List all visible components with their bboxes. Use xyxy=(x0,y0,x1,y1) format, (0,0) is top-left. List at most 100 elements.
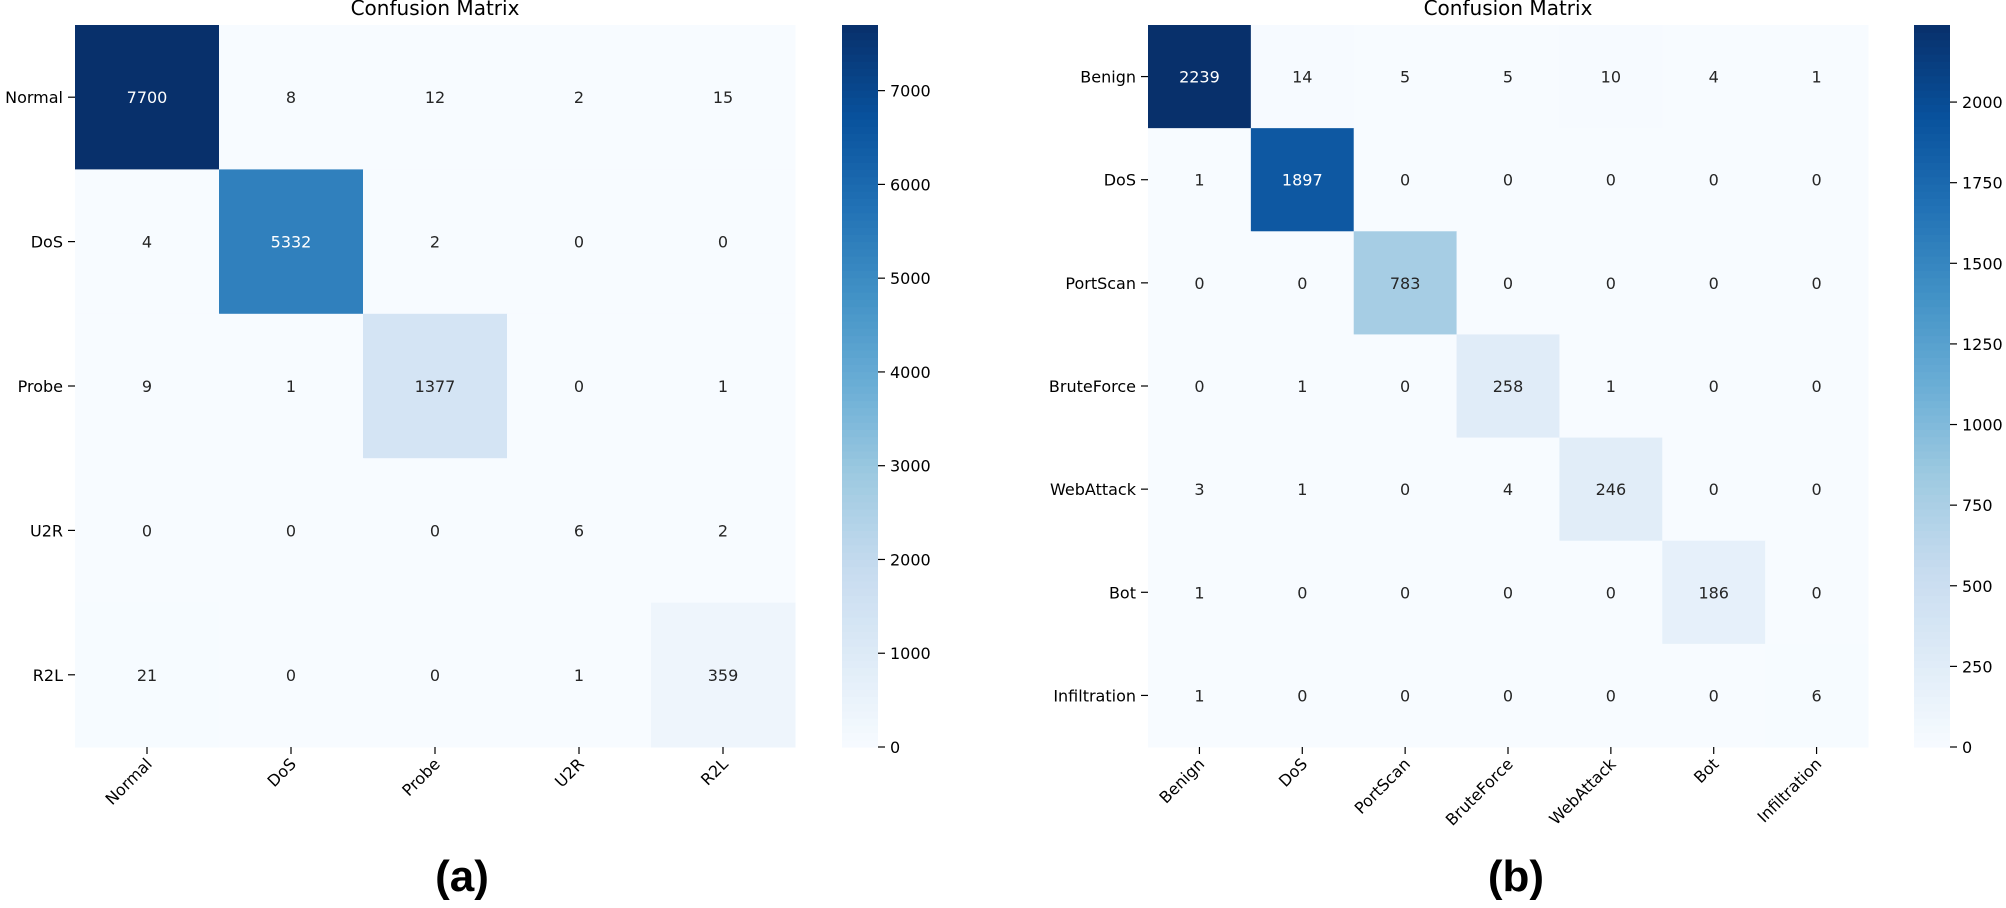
colorbar-segment xyxy=(842,530,878,539)
colorbar-segment xyxy=(1914,530,1950,539)
heatmap-cell xyxy=(1148,643,1252,748)
colorbar-segment xyxy=(842,508,878,517)
cell-value-label: 1 xyxy=(718,377,728,396)
heatmap-cell xyxy=(1148,25,1252,129)
heatmap-cell xyxy=(1353,231,1458,335)
colorbar-segment xyxy=(842,552,878,560)
colorbar-segment xyxy=(1914,465,1950,474)
colorbar-segment xyxy=(1914,364,1950,373)
heatmap-cell xyxy=(1662,643,1766,748)
colorbar-tick-label: 750 xyxy=(1962,496,1993,515)
colorbar-segment xyxy=(842,559,878,568)
colorbar-segment xyxy=(1914,191,1950,199)
colorbar-segment xyxy=(1914,414,1950,423)
cell-value-label: 1 xyxy=(1606,377,1616,396)
heatmap-cell xyxy=(219,313,364,459)
colorbar-tick-label: 1500 xyxy=(1962,254,2003,273)
heatmap-cell xyxy=(1559,334,1663,439)
heatmap-cell xyxy=(1765,25,1869,129)
heatmap-cell xyxy=(1559,540,1663,645)
colorbar-segment xyxy=(842,393,878,402)
heatmap-cell xyxy=(75,602,220,748)
colorbar-segment xyxy=(1914,32,1950,41)
y-tick-label: PortScan xyxy=(1065,274,1136,293)
heatmap-cell xyxy=(1353,334,1458,439)
colorbar-segment xyxy=(1914,537,1950,546)
colorbar-segment xyxy=(842,342,878,351)
colorbar-segment xyxy=(842,68,878,77)
colorbar-segment xyxy=(842,364,878,373)
colorbar-segment xyxy=(1914,515,1950,524)
cell-value-label: 0 xyxy=(1811,480,1821,499)
colorbar-segment xyxy=(1914,284,1950,293)
cell-value-label: 4 xyxy=(1709,68,1719,87)
colorbar-segment xyxy=(1914,682,1950,690)
colorbar-segment xyxy=(1914,523,1950,531)
colorbar-segment xyxy=(1914,270,1950,279)
cell-value-label: 0 xyxy=(1503,171,1513,190)
colorbar-tick-label: 4000 xyxy=(890,363,931,382)
colorbar-segment xyxy=(842,104,878,113)
colorbar-segment xyxy=(842,472,878,481)
cell-value-label: 0 xyxy=(574,233,584,252)
heatmap-cell xyxy=(1353,540,1458,645)
heatmap-cell xyxy=(507,602,652,748)
colorbar-segment xyxy=(842,458,878,467)
heatmap-cell xyxy=(1765,128,1869,232)
y-tick-label: BruteForce xyxy=(1049,377,1136,396)
colorbar-segment xyxy=(1914,248,1950,257)
colorbar-segment xyxy=(1914,725,1950,734)
colorbar-segment xyxy=(1914,371,1950,380)
colorbar-segment xyxy=(842,371,878,380)
colorbar-segment xyxy=(1914,436,1950,445)
cell-value-label: 783 xyxy=(1390,274,1421,293)
colorbar-segment xyxy=(842,487,878,495)
cell-value-label: 4 xyxy=(1503,480,1513,499)
colorbar-segment xyxy=(1914,487,1950,495)
colorbar-segment xyxy=(842,573,878,582)
heatmap-cell xyxy=(1148,437,1252,542)
heatmap-cell xyxy=(507,458,652,604)
colorbar-segment xyxy=(1914,494,1950,503)
cell-value-label: 9 xyxy=(142,377,152,396)
colorbar-tick-label: 6000 xyxy=(890,175,931,194)
cell-value-label: 0 xyxy=(1811,274,1821,293)
colorbar-segment xyxy=(842,386,878,394)
cell-value-label: 0 xyxy=(1503,583,1513,602)
cell-value-label: 2 xyxy=(574,88,584,107)
colorbar-segment xyxy=(1914,256,1950,264)
cell-value-label: 0 xyxy=(1606,274,1616,293)
y-tick-label: WebAttack xyxy=(1050,480,1137,499)
cell-value-label: 0 xyxy=(1709,274,1719,293)
heatmap-cell xyxy=(363,169,508,315)
heatmap-cell xyxy=(1662,437,1766,542)
heatmap-cell xyxy=(1765,231,1869,335)
heatmap-cell xyxy=(507,25,652,170)
heatmap-cell xyxy=(219,169,364,315)
heatmap-cell xyxy=(1353,643,1458,748)
heatmap-cell xyxy=(1765,540,1869,645)
cell-value-label: 2239 xyxy=(1179,68,1220,87)
colorbar-segment xyxy=(1914,306,1950,315)
colorbar-segment xyxy=(842,357,878,365)
y-tick-label: Bot xyxy=(1109,583,1136,602)
cell-value-label: 0 xyxy=(1606,583,1616,602)
colorbar-segment xyxy=(1914,703,1950,712)
cell-value-label: 5 xyxy=(1400,68,1410,87)
cell-value-label: 0 xyxy=(1400,686,1410,705)
cell-value-label: 1 xyxy=(286,377,296,396)
cell-value-label: 21 xyxy=(137,666,157,685)
colorbar-segment xyxy=(1914,154,1950,163)
cell-value-label: 0 xyxy=(1194,274,1204,293)
colorbar-segment xyxy=(1914,718,1950,726)
colorbar-segment xyxy=(1914,588,1950,596)
cell-value-label: 0 xyxy=(1400,583,1410,602)
colorbar-segment xyxy=(842,277,878,286)
colorbar-segment xyxy=(842,544,878,553)
heatmap-cell xyxy=(1456,437,1560,542)
colorbar-segment xyxy=(842,321,878,329)
colorbar-segment xyxy=(842,126,878,134)
colorbar-segment xyxy=(842,580,878,589)
cell-value-label: 8 xyxy=(286,88,296,107)
